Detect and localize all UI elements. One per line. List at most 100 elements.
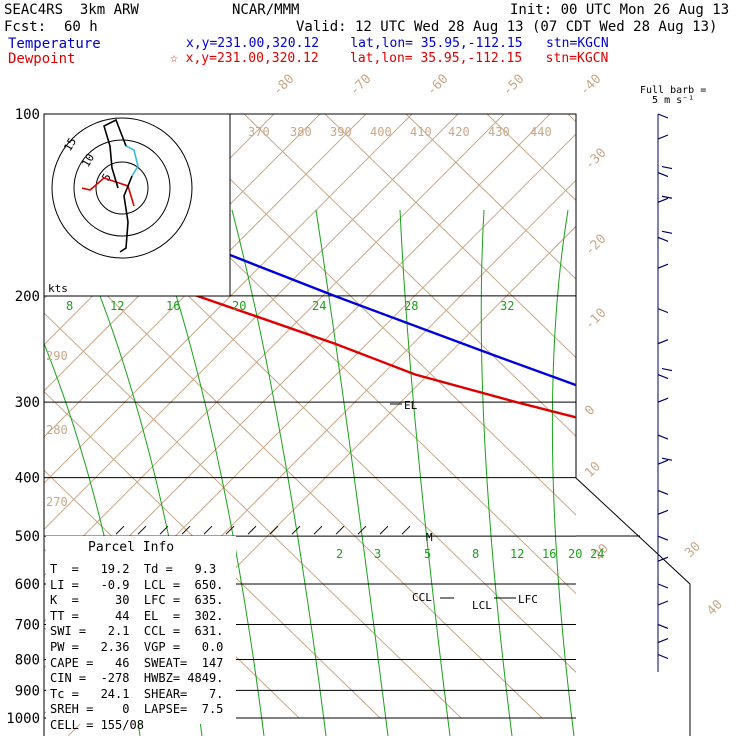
- hatch-mark: [225, 525, 235, 535]
- isotherm-label: -80: [270, 72, 297, 99]
- hodograph-ring: [51, 117, 193, 259]
- isotherm-label: 0: [582, 403, 598, 419]
- source-name: NCAR/MMM: [232, 2, 300, 18]
- hatch-mark: [203, 525, 213, 535]
- wind-barb: [657, 556, 669, 562]
- moist-adiabat-curve: [231, 209, 327, 736]
- theta-label: 440: [530, 125, 552, 139]
- mixing-ratio-label: 28: [404, 299, 418, 313]
- wind-barb: [657, 113, 669, 119]
- barb-scale-note: Full barb = 5 m s⁻¹: [640, 86, 706, 106]
- temperature-legend-label: Temperature: [8, 36, 101, 52]
- isotherm-label: -70: [347, 72, 374, 99]
- wind-barb: [657, 339, 669, 345]
- wind-barb-flag: [661, 165, 673, 170]
- pressure-label: 700: [15, 617, 40, 633]
- mixing-ratio-label: 24: [312, 299, 326, 313]
- mixing-ratio-label: 2: [336, 547, 343, 561]
- parcel-info-row: CELL = 155/08: [50, 718, 144, 732]
- hodograph-box: [43, 113, 231, 297]
- wind-barb: [657, 535, 669, 541]
- parcel-info-row: LI = -0.9 LCL = 650.: [50, 577, 224, 592]
- hodograph-ring: [73, 139, 171, 237]
- plot-frame: [44, 113, 691, 736]
- parcel-info-box: [46, 536, 236, 724]
- wind-barb: [657, 509, 669, 515]
- temperature-point: [333, 295, 335, 297]
- wind-barb: [657, 623, 669, 629]
- barb-scale-line2: 5 m s⁻¹: [652, 95, 695, 106]
- wind-barb-flag: [661, 195, 673, 199]
- wind-barb: [657, 600, 669, 606]
- wind-barb-flag: [661, 230, 673, 234]
- dry-adiabat-line: [44, 114, 367, 438]
- parcel-info-row: K = 30 LFC = 635.: [50, 593, 224, 608]
- hodograph-top-trace: [103, 118, 127, 189]
- isotherm-label: -10: [582, 306, 609, 333]
- moist-adiabat-curve: [315, 209, 389, 736]
- lcl-marker: LCL: [472, 599, 492, 612]
- parcel-info-row: SWI = 2.1 CCL = 631.: [50, 624, 224, 639]
- dewpoint-legend-info: ☆ x,y=231.00,320.12 lat,lon= 35.95,-112.…: [170, 51, 609, 66]
- hodograph-midlevel-trace: [125, 145, 139, 177]
- mixing-ratio-label: 8: [472, 547, 479, 561]
- moist-adiabat-curve: [480, 209, 513, 736]
- mixing-ratio-label: 8: [66, 299, 73, 313]
- pressure-label: 500: [15, 529, 40, 545]
- wind-barb: [657, 236, 669, 242]
- isotherm-label: 40: [704, 597, 726, 619]
- isotherm-label: -20: [582, 232, 609, 259]
- hatch-mark: [115, 525, 125, 535]
- wind-barb: [657, 637, 669, 644]
- isotherm-line: [649, 114, 740, 718]
- dewpoint-legend-label: Dewpoint: [8, 51, 76, 67]
- theta-label: 270: [46, 495, 68, 509]
- isotherm-label: -40: [577, 72, 604, 99]
- temperature-point: [627, 403, 629, 405]
- hatch-mark: [291, 525, 301, 535]
- pressure-label: 200: [15, 289, 40, 305]
- barb-scale-line1: Full barb =: [640, 85, 707, 96]
- isotherm-label: 30: [682, 539, 704, 561]
- dry-adiabat-line: [44, 114, 459, 531]
- theta-label: 420: [448, 125, 470, 139]
- pressure-label: 400: [15, 471, 40, 487]
- isotherm-line: [44, 312, 462, 719]
- wind-barb: [657, 397, 669, 403]
- dewpoint-point: [10, 201, 12, 203]
- mixing-ratio-label: 12: [110, 299, 124, 313]
- pressure-label: 600: [15, 577, 40, 593]
- hatch-mark: [335, 525, 345, 535]
- moist-adiabat-curve: [399, 209, 451, 736]
- model-name: SEAC4RS 3km ARW: [4, 2, 139, 18]
- dewpoint-point: [233, 307, 235, 310]
- init-time: Init: 00 UTC Mon 26 Aug 13: [510, 2, 730, 18]
- wind-barb: [657, 489, 669, 495]
- pressure-label: 800: [15, 652, 40, 668]
- ccl-marker: CCL: [412, 591, 432, 604]
- wind-barb: [657, 583, 669, 589]
- theta-label: 380: [290, 125, 312, 139]
- hodograph-ring-label: 15: [61, 136, 79, 154]
- wind-barb: [657, 263, 669, 269]
- temperature-point: [736, 442, 738, 444]
- dewpoint-point: [333, 342, 336, 345]
- parcel-info-row: SREH = 0 LAPSE= 7.5: [50, 702, 224, 717]
- hatch-mark: [181, 525, 191, 535]
- el-marker: EL: [404, 399, 418, 412]
- theta-label: 400: [370, 125, 392, 139]
- isotherm-line: [243, 114, 576, 438]
- mixing-ratio-label: 5: [424, 547, 431, 561]
- mixing-ratio-label: 12: [510, 547, 524, 561]
- fcst-value: 60 h: [64, 19, 98, 35]
- parcel-info-row: PW = 2.36 VGP = 0.0: [50, 640, 224, 654]
- wind-barb: [657, 171, 669, 178]
- moist-adiabat-curve: [551, 209, 575, 736]
- isotherm-line: [324, 114, 576, 359]
- pressure-label: 300: [15, 395, 40, 411]
- wind-barb-flag: [661, 367, 673, 372]
- dewpoint-point: [515, 401, 518, 403]
- mixing-ratio-line: [700, 478, 740, 718]
- valid-time: Valid: 12 UTC Wed 28 Aug 13 (07 CDT Wed …: [296, 19, 718, 35]
